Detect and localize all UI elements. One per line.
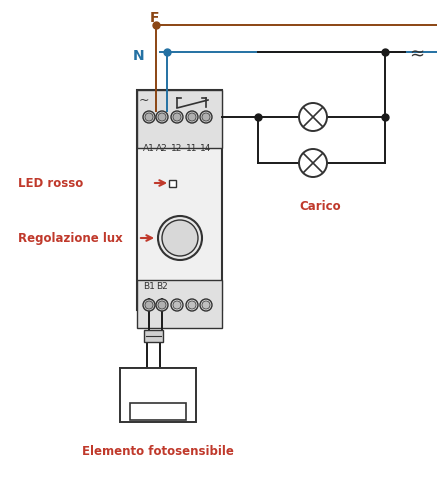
Text: A1: A1 xyxy=(143,144,155,153)
Circle shape xyxy=(156,299,168,311)
Circle shape xyxy=(171,111,183,123)
Text: N: N xyxy=(133,49,145,63)
Bar xyxy=(130,403,186,420)
Circle shape xyxy=(143,111,155,123)
Circle shape xyxy=(200,111,212,123)
Text: Carico: Carico xyxy=(299,200,341,213)
Text: 11: 11 xyxy=(186,144,198,153)
Circle shape xyxy=(173,113,181,121)
Text: Elemento fotosensibile: Elemento fotosensibile xyxy=(82,445,234,458)
Circle shape xyxy=(173,301,181,309)
Circle shape xyxy=(186,299,198,311)
Circle shape xyxy=(202,113,210,121)
Text: B2: B2 xyxy=(156,282,168,291)
Circle shape xyxy=(145,301,153,309)
Circle shape xyxy=(299,103,327,131)
Bar xyxy=(169,180,176,186)
Text: LED rosso: LED rosso xyxy=(18,176,83,189)
Circle shape xyxy=(156,111,168,123)
Text: B1: B1 xyxy=(143,282,155,291)
Circle shape xyxy=(188,301,196,309)
Text: 12: 12 xyxy=(171,144,183,153)
Circle shape xyxy=(158,216,202,260)
Circle shape xyxy=(202,301,210,309)
Circle shape xyxy=(299,149,327,177)
Text: A2: A2 xyxy=(156,144,168,153)
Bar xyxy=(144,330,163,342)
Circle shape xyxy=(171,299,183,311)
Circle shape xyxy=(158,301,166,309)
Text: F: F xyxy=(150,11,160,25)
Text: $\approx$: $\approx$ xyxy=(406,43,424,61)
Bar xyxy=(137,90,222,310)
Circle shape xyxy=(188,113,196,121)
Circle shape xyxy=(186,111,198,123)
Circle shape xyxy=(143,299,155,311)
Circle shape xyxy=(158,113,166,121)
Circle shape xyxy=(200,299,212,311)
Text: Regolazione lux: Regolazione lux xyxy=(18,231,123,245)
Circle shape xyxy=(145,113,153,121)
Circle shape xyxy=(162,220,198,256)
Bar xyxy=(137,280,222,328)
Bar xyxy=(137,90,222,148)
Text: ~: ~ xyxy=(139,94,149,107)
Text: 14: 14 xyxy=(200,144,212,153)
Bar xyxy=(120,368,196,422)
